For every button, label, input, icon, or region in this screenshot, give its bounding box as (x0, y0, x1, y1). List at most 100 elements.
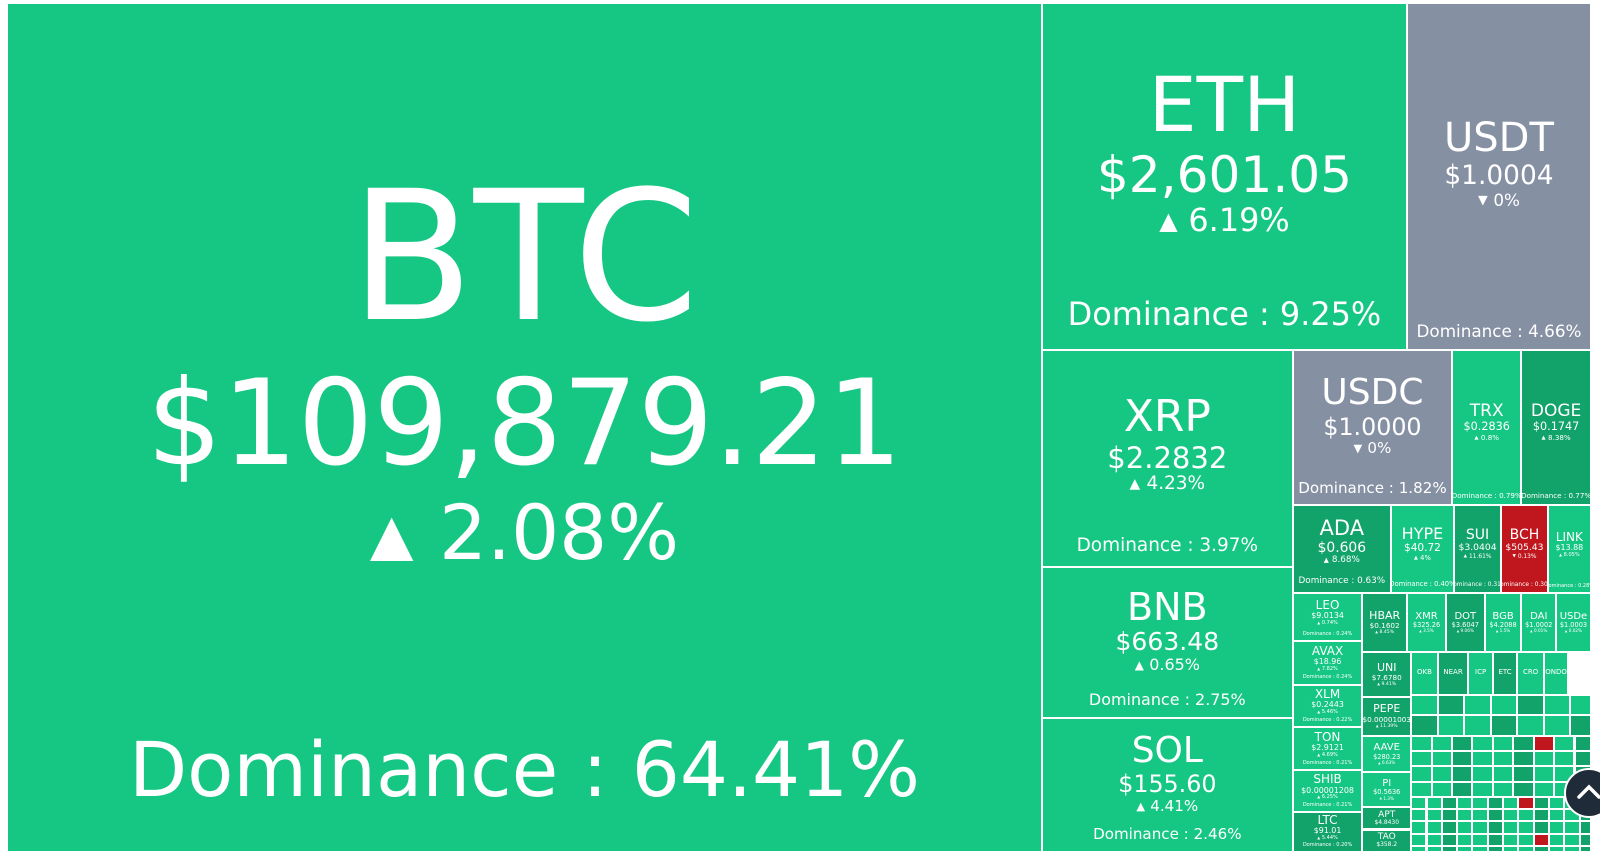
coin-price: $663.48 (1115, 627, 1220, 657)
small-tile (1492, 735, 1514, 751)
direction-arrow: ▼ (1512, 554, 1516, 560)
small-tile (1533, 781, 1555, 797)
small-tile (1518, 809, 1534, 822)
coin-change: ▲ 8.05% (1559, 551, 1580, 559)
small-tile (1503, 809, 1519, 822)
small-tile (1490, 694, 1518, 716)
small-tile (1543, 694, 1571, 716)
coin-tile: BNB $663.48 ▲ 0.65% Dominance : 2.75% (1041, 567, 1293, 719)
small-tile (1472, 766, 1493, 782)
small-tile (1533, 766, 1555, 782)
small-tile (1426, 809, 1442, 822)
coin-tile: UNI $7.6780 ▲ 9.41% (1362, 651, 1412, 697)
coin-symbol: PI (1382, 778, 1392, 790)
small-tile (1441, 833, 1458, 846)
coin-price: $505.43 (1505, 542, 1544, 554)
change-value: 7.82% (1321, 665, 1338, 672)
coin-info: AVAX $18.96 ▲ 7.82% (1312, 644, 1343, 673)
small-tile (1437, 694, 1465, 716)
coin-info: NEAR (1443, 669, 1462, 677)
small-tile (1503, 845, 1519, 852)
small-tile (1533, 833, 1549, 846)
coin-info: SUI $3.0404 ▲ 11.61% (1458, 527, 1497, 561)
small-tile (1513, 750, 1534, 767)
coin-info: DAI $1.0002 ▲0.01% (1525, 611, 1552, 634)
coin-symbol: SHIB (1313, 772, 1342, 787)
small-tile (1411, 845, 1427, 852)
coin-change: ▲ 6.19% (1159, 203, 1290, 239)
scroll-to-top[interactable] (1564, 768, 1600, 818)
coin-tile: AAVE $280.23 ▲6.63% (1362, 735, 1412, 773)
coin-tile: USDT $1.0004 ▼ 0% Dominance : 4.66% (1407, 3, 1591, 350)
coin-tile: PI $0.5636 ▲1.3% (1362, 772, 1412, 808)
coin-info: XRP $2.2832 ▲ 4.23% (1107, 392, 1227, 494)
small-tile (1503, 833, 1519, 846)
coin-symbol: SOL (1131, 729, 1203, 771)
coin-info: ETC (1499, 669, 1512, 677)
change-value: 6.19% (1188, 201, 1290, 240)
small-tile (1452, 735, 1473, 751)
coin-symbol: XRP (1123, 391, 1211, 443)
small-tile (1513, 735, 1534, 751)
coin-change: ▲ 4.69% (1317, 752, 1338, 759)
change-value: 9.41% (1381, 682, 1397, 688)
coin-price: $2.9121 (1311, 743, 1344, 753)
direction-arrow: ▲ (1129, 475, 1141, 492)
coin-info: XMR $325.26 ▲3.5% (1413, 611, 1440, 634)
small-tile (1513, 766, 1534, 782)
direction-arrow: ▲ (1559, 551, 1562, 557)
coin-symbol: DOT (1454, 610, 1477, 622)
small-tile (1457, 833, 1473, 846)
small-tile (1411, 821, 1427, 834)
small-tile (1548, 821, 1565, 834)
change-value: 11.61% (1469, 553, 1492, 560)
coin-dominance: Dominance : 0.24% (1302, 630, 1353, 637)
coin-change: ▲ 8.38% (1542, 433, 1571, 442)
coin-tile: TON $2.9121 ▲ 4.69% Dominance : 0.21% (1292, 727, 1363, 771)
coin-change: ▲ 11.61% (1464, 554, 1492, 561)
coin-price: $3.0404 (1458, 542, 1497, 554)
coin-symbol: LINK (1555, 529, 1583, 544)
small-tile (1533, 735, 1555, 751)
coin-price: $0.00001208 (1301, 785, 1354, 795)
coin-info: LEO $9.0134 ▲ 0.74% (1311, 598, 1344, 627)
change-value: 2.08% (438, 489, 680, 578)
coin-change: ▲6.63% (1378, 760, 1395, 766)
coin-tile: LINK$13.88▲8.05% Dominance : 0.28% (1547, 505, 1591, 593)
coin-symbol: DAI (1530, 610, 1548, 622)
coin-change: ▲ 0.74% (1317, 620, 1338, 627)
coin-change: ▲0.01% (1530, 628, 1547, 634)
coin-price: $7.6780 (1371, 672, 1402, 682)
coin-change: ▲ 4.23% (1129, 473, 1206, 495)
small-tile (1548, 833, 1565, 846)
coin-info: DOGE $0.1747 ▲ 8.38% (1531, 401, 1581, 442)
coin-symbol: ONDO (1545, 668, 1567, 677)
small-tile (1518, 821, 1534, 834)
direction-arrow: ▲ (1377, 681, 1380, 686)
small-tile (1518, 845, 1534, 852)
coin-price: $4.2088 (1489, 620, 1517, 629)
coin-tile: BTC $109,879.21 ▲ 2.08% Dominance : 64.41% (7, 3, 1042, 852)
coin-symbol: OKB (1417, 668, 1432, 677)
coin-symbol: ETC (1498, 668, 1512, 677)
small-tile (1533, 845, 1549, 852)
coin-symbol: USDT (1444, 115, 1554, 162)
coin-info: OKB (1417, 669, 1432, 677)
coin-tile: ETH $2,601.05 ▲ 6.19% Dominance : 9.25% (1041, 3, 1408, 350)
coin-tile: USDe $1.0003 ▲0.02% (1556, 592, 1591, 652)
coin-dominance: Dominance : 0.31% (1455, 582, 1500, 589)
coin-symbol: UNI (1376, 660, 1397, 674)
small-tile (1533, 796, 1549, 810)
coin-price: $155.60 (1118, 770, 1217, 799)
coin-dominance: Dominance : 0.24% (1302, 674, 1353, 681)
coin-change: ▼ 0% (1478, 190, 1520, 210)
small-tile (1579, 833, 1591, 846)
coin-price: $0.606 (1317, 539, 1367, 556)
small-tile (1533, 809, 1549, 822)
coin-change: ▲3.5% (1419, 628, 1433, 634)
coin-info: XLM $0.2443 ▲ 5.46% (1311, 687, 1344, 716)
coin-tile: BCH$505.43▼0.13% Dominance : 0.30% (1501, 505, 1548, 593)
coin-info: AAVE $280.23 ▲6.63% (1373, 742, 1400, 765)
coin-dominance: Dominance : 0.28% (1548, 582, 1590, 589)
coin-symbol: BCH (1509, 526, 1540, 543)
